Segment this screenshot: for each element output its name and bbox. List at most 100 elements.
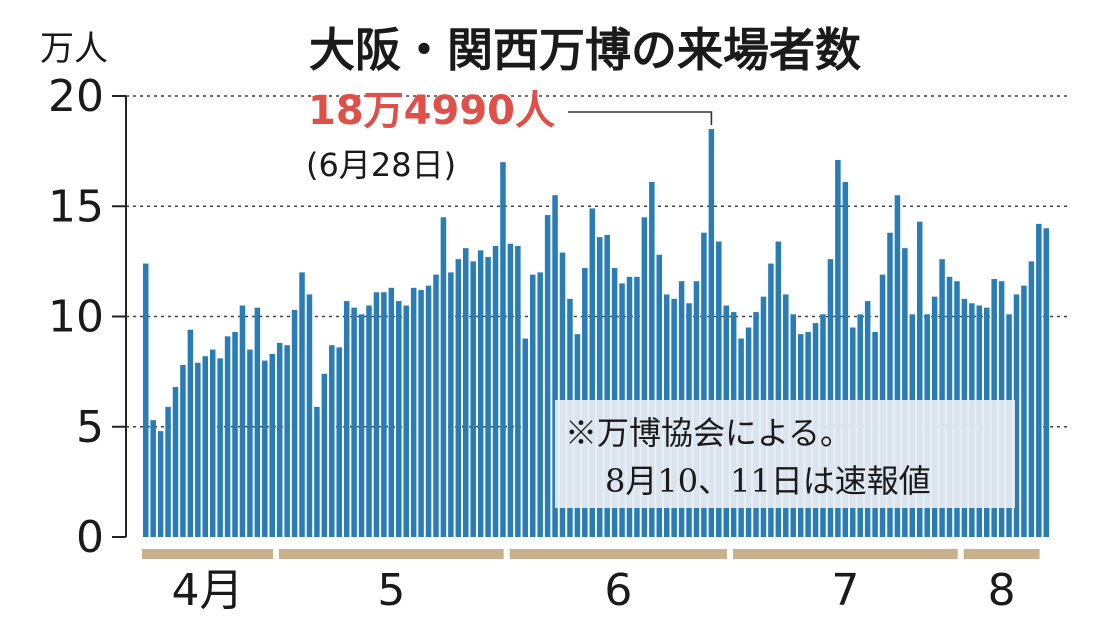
note-box: [555, 400, 1015, 508]
note-line-1: ※万博協会による。: [565, 414, 852, 452]
month-band: [509, 549, 727, 559]
bar: [254, 307, 261, 537]
month-label: 6: [604, 565, 632, 616]
bar: [507, 243, 514, 538]
y-axis-unit: 万人: [40, 29, 108, 69]
bar: [842, 182, 849, 537]
bar: [284, 345, 290, 537]
bar: [269, 353, 275, 537]
month-band: [142, 549, 273, 559]
bar: [917, 221, 923, 537]
bar: [1043, 228, 1050, 538]
bar: [596, 237, 603, 537]
bar: [396, 301, 402, 537]
bar: [485, 256, 491, 537]
bar: [418, 290, 424, 537]
bar: [388, 287, 395, 537]
bar: [373, 292, 380, 537]
bar: [649, 182, 655, 537]
bar: [195, 362, 201, 537]
bar: [425, 285, 432, 537]
bar: [366, 305, 372, 537]
y-axis: 0 5 10 15 20: [48, 71, 127, 563]
bar: [1021, 285, 1027, 537]
month-band: [732, 549, 958, 559]
bar: [835, 159, 841, 537]
bar: [463, 248, 469, 537]
peak-value-label: 18万4990人: [308, 88, 555, 134]
bar: [262, 360, 268, 537]
bar: [902, 248, 908, 537]
bar: [343, 301, 350, 537]
bar: [716, 241, 722, 537]
bar: [552, 195, 558, 537]
bar: [477, 250, 484, 537]
bar: [708, 129, 715, 537]
chart-title: 大阪・関西万博の来場者数: [309, 23, 861, 77]
bar: [537, 272, 543, 537]
bar: [894, 195, 901, 537]
peak-leader-line: [568, 111, 713, 126]
bar: [1028, 261, 1035, 538]
bar: [701, 232, 707, 537]
y-tick-label: 0: [76, 512, 104, 563]
bar: [887, 232, 893, 537]
bar: [336, 347, 342, 537]
bar: [656, 254, 663, 537]
bar: [276, 342, 283, 537]
bar: [165, 406, 171, 537]
bar: [410, 287, 417, 537]
month-band: [963, 549, 1040, 559]
bar: [775, 241, 782, 537]
bar: [202, 356, 209, 537]
bar: [299, 272, 305, 537]
bar: [559, 252, 566, 537]
bar: [150, 420, 156, 537]
bar: [1036, 223, 1042, 537]
bar: [589, 208, 596, 537]
bar: [187, 329, 194, 537]
bar: [239, 305, 246, 537]
bar: [180, 365, 186, 537]
source-note: ※万博協会による。 8月10、11日は速報値: [555, 400, 1015, 508]
bar: [209, 349, 216, 537]
bar: [455, 259, 462, 537]
note-line-2: 8月10、11日は速報値: [605, 462, 931, 500]
bar: [358, 314, 365, 537]
y-tick-label: 15: [48, 181, 104, 232]
bar: [351, 307, 357, 537]
bar: [440, 217, 447, 537]
y-tick-label: 20: [48, 71, 104, 122]
month-label: 5: [377, 565, 405, 616]
bar: [321, 373, 328, 537]
bar: [939, 259, 945, 537]
bar: [433, 274, 439, 537]
bar: [448, 272, 454, 537]
bar: [604, 234, 610, 538]
month-band: [278, 549, 504, 559]
bar: [314, 406, 320, 537]
y-tick-label: 10: [48, 292, 104, 343]
month-label: 7: [831, 565, 859, 616]
bar: [172, 387, 179, 537]
bar: [522, 338, 529, 537]
bar: [291, 309, 298, 537]
bar: [224, 336, 231, 537]
peak-date-label: (6月28日): [306, 146, 456, 184]
bar: [500, 162, 506, 537]
bar: [381, 292, 387, 537]
bar: [544, 215, 551, 537]
month-axis: 4月 5 6 7 8: [142, 549, 1040, 616]
bar: [157, 431, 164, 537]
peak-annotation: 18万4990人 (6月28日): [306, 88, 713, 184]
month-label: 4月: [171, 565, 243, 616]
bar: [329, 345, 335, 537]
bar: [217, 358, 223, 537]
bar: [247, 349, 253, 537]
bar: [641, 217, 648, 537]
bar: [306, 294, 313, 537]
bar: [529, 274, 536, 537]
bar: [232, 331, 238, 537]
bar: [515, 245, 521, 537]
